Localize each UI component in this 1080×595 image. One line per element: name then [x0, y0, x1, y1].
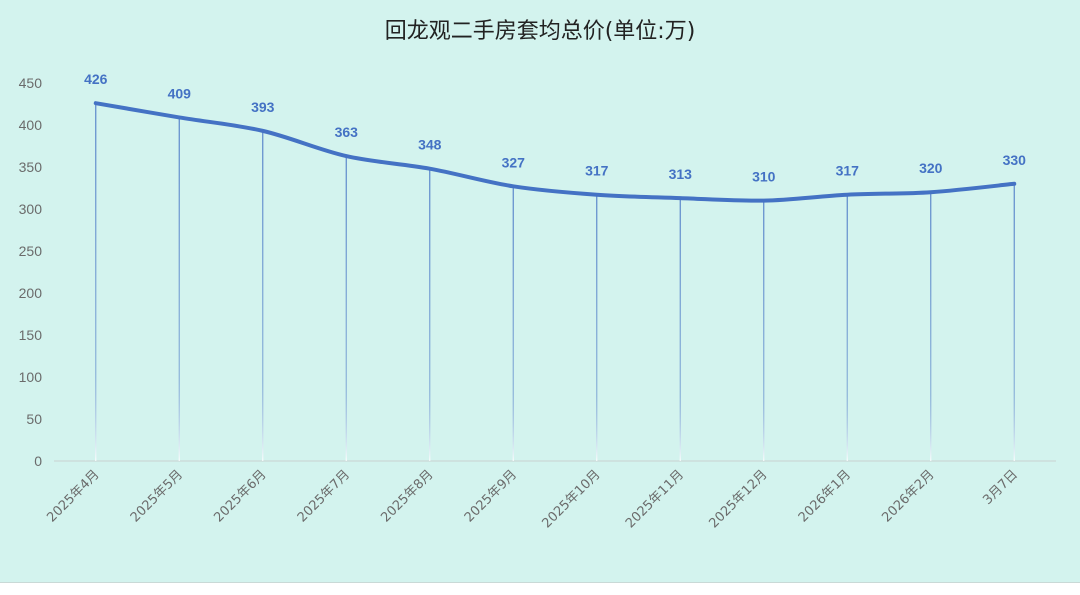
y-tick-label: 200	[19, 285, 43, 301]
drop-line	[596, 194, 598, 461]
x-axis-ticks: 2025年4月 2025年5月 2025年6月 2025年7月 2025年8月 2025年…	[44, 467, 1021, 531]
drop-line	[763, 200, 765, 461]
y-tick-label: 350	[19, 159, 43, 175]
drop-lines	[95, 103, 1015, 462]
data-label: 327	[502, 154, 526, 170]
data-label: 348	[418, 137, 442, 153]
data-label: 363	[335, 124, 359, 140]
y-tick-label: 300	[19, 201, 43, 217]
x-tick-label: 2025年11月	[623, 467, 687, 531]
y-tick-label: 250	[19, 243, 43, 259]
drop-line	[512, 186, 514, 461]
x-tick-label: 3月7日	[980, 467, 1021, 508]
x-tick-label: 2025年9月	[462, 467, 520, 525]
drop-line	[679, 198, 681, 461]
data-label: 317	[585, 163, 609, 179]
data-label: 317	[836, 163, 860, 179]
drop-line	[930, 192, 932, 461]
x-tick-label: 2025年7月	[295, 467, 353, 525]
drop-line	[95, 103, 97, 461]
x-tick-label: 2025年4月	[44, 467, 102, 525]
x-tick-label: 2026年2月	[879, 467, 937, 525]
data-label: 313	[669, 166, 693, 182]
y-tick-label: 0	[34, 453, 42, 469]
data-label: 330	[1003, 152, 1027, 168]
data-label: 310	[752, 169, 776, 185]
series-line	[93, 101, 1017, 203]
drop-line	[345, 156, 347, 461]
y-tick-label: 100	[19, 369, 43, 385]
x-tick-label: 2025年12月	[706, 467, 770, 531]
x-tick-label: 2025年6月	[211, 467, 269, 525]
drop-line	[178, 117, 180, 461]
y-tick-label: 400	[19, 117, 43, 133]
x-tick-label: 2025年5月	[128, 467, 186, 525]
x-tick-label: 2025年10月	[539, 467, 603, 531]
drop-line	[262, 130, 264, 461]
drop-line	[1013, 183, 1015, 462]
y-tick-label: 50	[26, 411, 42, 427]
y-tick-label: 150	[19, 327, 43, 343]
drop-line	[846, 194, 848, 461]
drop-line	[429, 168, 431, 461]
data-label: 409	[168, 85, 192, 101]
data-label: 426	[84, 71, 108, 87]
data-label: 320	[919, 160, 943, 176]
chart-area: 回龙观二手房套均总价(单位:万) 0 50 100 150 200 250 300 350 40…	[0, 0, 1080, 583]
data-label: 393	[251, 99, 275, 115]
chart-title: 回龙观二手房套均总价(单位:万)	[385, 19, 696, 44]
y-tick-label: 450	[19, 75, 43, 91]
data-labels: 426 409 393 363 348 327 317 313 310 317 320 330	[84, 71, 1026, 184]
y-axis-ticks: 0 50 100 150 200 250 300 350 400 450	[19, 75, 43, 469]
line-chart: 回龙观二手房套均总价(单位:万) 0 50 100 150 200 250 300 350 40…	[19, 19, 1056, 531]
x-tick-label: 2025年8月	[378, 467, 436, 525]
x-tick-label: 2026年1月	[796, 467, 854, 525]
